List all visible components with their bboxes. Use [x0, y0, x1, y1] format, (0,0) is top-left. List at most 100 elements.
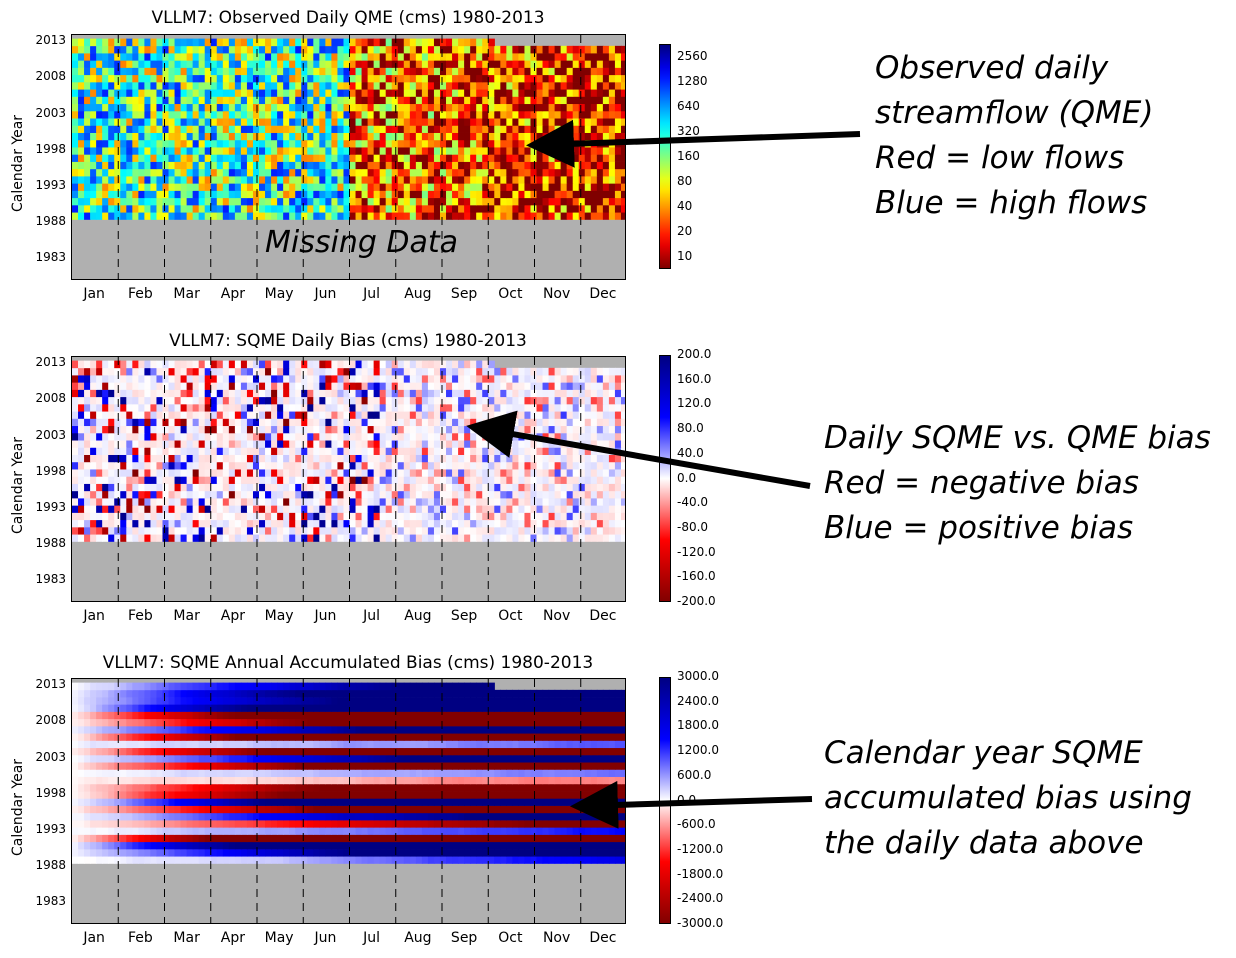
heatmap-cell: [584, 190, 592, 199]
heatmap-cell: [180, 118, 188, 126]
heatmap-cell: [379, 411, 387, 419]
heatmap-cell: [542, 118, 550, 126]
heatmap-cell: [307, 132, 314, 141]
heatmap-cell: [403, 527, 411, 535]
heatmap-cell: [265, 147, 272, 155]
heatmap-cell: [439, 505, 447, 513]
heatmap-cell: [433, 67, 441, 76]
heatmap-cell: [90, 139, 97, 148]
heatmap-cell: [512, 168, 520, 177]
heatmap-cell: [446, 404, 453, 412]
heatmap-cell: [379, 469, 387, 477]
heatmap-cell: [361, 212, 369, 220]
heatmap-cell: [373, 389, 381, 398]
heatmap-cell: [518, 60, 526, 68]
heatmap-cell: [234, 360, 242, 369]
heatmap-cell: [367, 396, 375, 405]
heatmap-cell: [204, 505, 212, 513]
heatmap-cell: [240, 375, 248, 383]
heatmap-cell: [84, 519, 91, 528]
heatmap-cell: [126, 519, 133, 528]
heatmap-cell: [228, 534, 236, 542]
heatmap-cell: [222, 519, 230, 528]
heatmap-cell: [277, 38, 284, 47]
heatmap-cell: [560, 82, 568, 90]
heatmap-cell: [132, 425, 139, 434]
heatmap-cell: [427, 382, 435, 390]
heatmap-cell: [439, 856, 447, 864]
heatmap-cell: [590, 176, 598, 184]
heatmap-cell: [102, 38, 109, 47]
heatmap-cell: [325, 418, 332, 427]
heatmap-cell: [156, 375, 164, 383]
heatmap-cell: [138, 418, 145, 427]
heatmap-cell: [391, 461, 399, 470]
heatmap-cell: [572, 96, 580, 105]
heatmap-cell: [446, 447, 453, 455]
heatmap-cell: [240, 67, 248, 76]
heatmap-cell: [488, 389, 495, 398]
heatmap-cell: [180, 205, 188, 213]
heatmap-cell: [379, 125, 387, 133]
heatmap-cell: [476, 103, 483, 112]
heatmap-cell: [439, 841, 447, 850]
heatmap-cell: [216, 512, 224, 521]
heatmap-cell: [554, 67, 562, 76]
heatmap-cell: [289, 45, 296, 54]
heatmap-cell: [518, 498, 526, 506]
heatmap-cell: [355, 89, 363, 97]
heatmap-cell: [512, 534, 520, 542]
heatmap-cell: [355, 834, 363, 843]
heatmap-cell: [168, 382, 176, 390]
heatmap-cell: [506, 461, 513, 470]
heatmap-cell: [590, 841, 598, 850]
heatmap-cell: [548, 183, 556, 191]
heatmap-cell: [500, 190, 507, 199]
heatmap-cell: [210, 534, 218, 542]
heatmap-cell: [210, 519, 218, 528]
heatmap-cell: [259, 527, 266, 535]
heatmap-cell: [295, 519, 302, 528]
heatmap-cell: [506, 147, 513, 155]
heatmap-cell: [464, 205, 471, 213]
heatmap-cell: [343, 60, 351, 68]
heatmap-cell: [482, 396, 489, 405]
heatmap-cell: [367, 498, 375, 506]
heatmap-cell: [530, 197, 538, 206]
heatmap-cell: [470, 389, 477, 398]
heatmap-cell: [439, 38, 447, 47]
heatmap-cell: [542, 841, 550, 850]
heatmap-cell: [162, 38, 170, 47]
heatmap-cell: [488, 432, 495, 441]
heatmap-cell: [415, 447, 423, 455]
heatmap-cell: [530, 418, 538, 427]
heatmap-cell: [602, 418, 610, 427]
heatmap-cell: [614, 432, 622, 441]
heatmap-cell: [439, 205, 447, 213]
heatmap-cell: [325, 505, 332, 513]
heatmap-cell: [319, 38, 326, 47]
heatmap-cell: [482, 476, 489, 484]
heatmap-cell: [578, 125, 586, 133]
heatmap-cell: [240, 103, 248, 112]
heatmap-cell: [325, 512, 332, 521]
heatmap-cell: [602, 67, 610, 76]
heatmap-cell: [530, 96, 538, 105]
heatmap-cell: [584, 841, 592, 850]
heatmap-cell: [415, 382, 423, 390]
heatmap-cell: [246, 82, 254, 90]
heatmap-cell: [186, 176, 194, 184]
heatmap-cell: [446, 45, 453, 54]
heatmap-cell: [584, 60, 592, 68]
heatmap-cell: [102, 367, 109, 376]
heatmap-cell: [325, 447, 332, 455]
heatmap-cell: [204, 96, 212, 105]
heatmap-cell: [596, 527, 604, 535]
heatmap-cell: [494, 432, 501, 441]
heatmap-cell: [271, 454, 278, 463]
heatmap-cell: [114, 440, 121, 448]
heatmap-cell: [536, 67, 544, 76]
heatmap-cell: [216, 447, 224, 455]
heatmap-cell: [433, 396, 441, 405]
heatmap-cell: [361, 82, 369, 90]
